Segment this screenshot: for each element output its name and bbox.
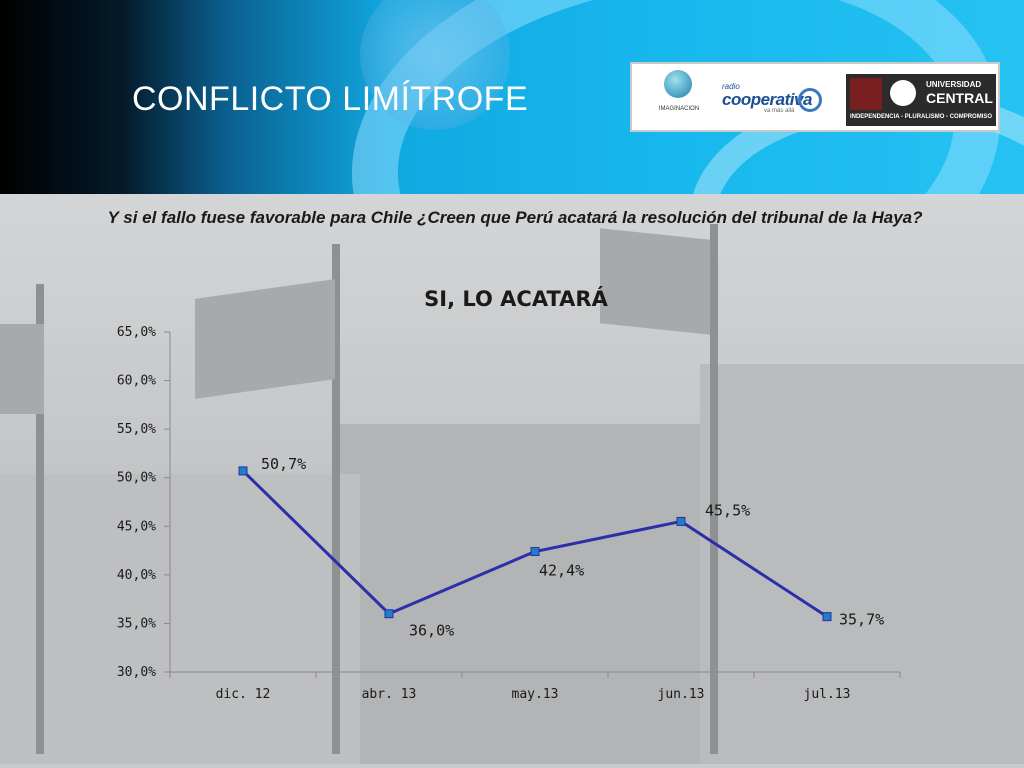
imaginacion-logo-text: IMAGINACION [658, 106, 700, 112]
data-points [238, 466, 832, 622]
y-tick-label: 55,0% [117, 422, 156, 437]
x-tick-label: jul.13 [804, 687, 851, 702]
university-circle-icon [890, 80, 916, 106]
x-tick-label: may.13 [512, 687, 559, 702]
y-axis: 30,0% 35,0% 40,0% 45,0% 50,0% 55,0% 60,0% 65,0% [117, 325, 171, 680]
x-tick-label: jun.13 [658, 687, 705, 702]
y-tick-label: 65,0% [117, 325, 156, 340]
x-axis: dic. 12 abr. 13 may.13 jun.13 jul.13 [169, 671, 901, 702]
data-point [822, 612, 832, 622]
header-swirl-glow [360, 0, 510, 130]
y-tick-label: 50,0% [117, 471, 156, 486]
imaginacion-logo: IMAGINACION [650, 68, 708, 124]
tower-building [700, 364, 1024, 764]
data-label: 45,5% [705, 501, 750, 519]
university-name-line1: UNIVERSIDAD [926, 80, 982, 89]
cooperativa-logo-name: cooperativa [722, 90, 812, 109]
chart-title: SI, LO ACATARÁ [424, 286, 608, 311]
data-labels: 50,7% 36,0% 42,4% 45,5% 35,7% [261, 455, 884, 640]
data-label: 35,7% [839, 611, 884, 629]
globe-icon [664, 70, 692, 98]
university-name-line2: CENTRAL [926, 90, 993, 106]
flagpole [332, 244, 340, 754]
series-line [241, 469, 828, 618]
y-tick-label: 60,0% [117, 374, 156, 389]
data-point [238, 466, 248, 476]
data-point [530, 547, 540, 557]
cooperativa-logo-radio: radio [722, 82, 740, 91]
university-motto: INDEPENDENCIA - PLURALISMO - COMPROMISO [849, 114, 993, 120]
cooperativa-ring-icon [798, 88, 822, 112]
university-seal-icon [850, 78, 882, 110]
flagpole [36, 284, 44, 754]
palace-wing [0, 474, 360, 764]
palace-facade [340, 424, 720, 764]
cooperativa-logo-tagline: va más allá [764, 108, 795, 114]
flagpole [710, 224, 718, 754]
series-line-path [241, 469, 828, 618]
data-label: 50,7% [261, 455, 306, 473]
cooperativa-logo: radio cooperativa va más allá [718, 82, 828, 116]
y-tick-label: 45,0% [117, 519, 156, 534]
data-label: 42,4% [539, 562, 584, 580]
data-point [676, 516, 686, 526]
x-tick-label: abr. 13 [362, 687, 417, 702]
flag [0, 324, 44, 414]
y-tick-label: 30,0% [117, 665, 156, 680]
y-tick-label: 40,0% [117, 568, 156, 583]
line-chart: SI, LO ACATARÁ 30,0% 35,0% 40,0% 45,0% 50,0%… [117, 286, 901, 702]
data-point [384, 609, 394, 619]
universidad-central-logo: UNIVERSIDAD CENTRAL INDEPENDENCIA - PLUR… [846, 74, 996, 126]
slide-title: CONFLICTO LIMÍTROFE [132, 80, 529, 118]
survey-question: Y si el fallo fuese favorable para Chile… [107, 208, 923, 227]
x-tick-label: dic. 12 [216, 687, 271, 702]
data-label: 36,0% [409, 622, 454, 640]
y-tick-label: 35,0% [117, 616, 156, 631]
